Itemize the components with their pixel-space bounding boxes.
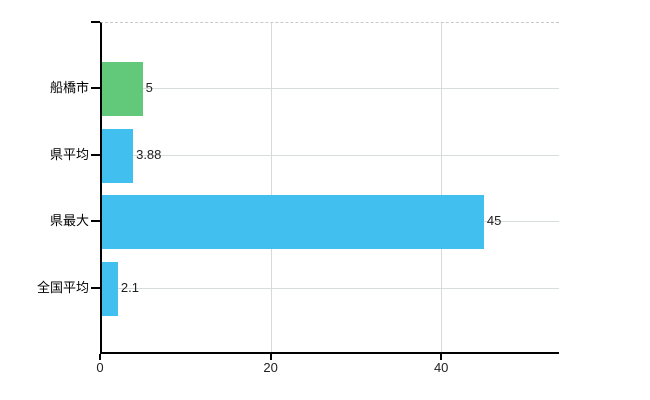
x-axis-tick: [99, 354, 101, 360]
bar-value-label: 45: [486, 213, 502, 229]
y-axis-tick: [91, 220, 100, 223]
x-axis-tick: [269, 354, 272, 360]
y-category-label: 全国平均: [36, 279, 89, 295]
bar-value-label: 5: [145, 80, 153, 96]
y-axis-tick: [91, 87, 100, 90]
x-axis-tick: [440, 354, 443, 360]
y-axis-top-tick: [91, 21, 100, 23]
bar-value-label: 3.88: [136, 146, 162, 162]
x-tick-label: 0: [96, 360, 104, 375]
row-gridline: [102, 88, 559, 90]
y-category-label: 船橋市: [49, 80, 89, 96]
x-gridline: [441, 23, 443, 352]
y-category-label: 県最大: [49, 213, 89, 229]
bar-value-label: 2.1: [120, 279, 139, 295]
row-gridline: [102, 287, 559, 289]
bar-船橋市: [102, 62, 143, 117]
x-tick-label: 40: [433, 360, 449, 375]
bar-全国平均: [102, 261, 118, 316]
y-axis-tick: [91, 286, 100, 289]
row-gridline: [102, 154, 559, 156]
plot-area: 5 3.88 45 2.1: [100, 22, 559, 354]
x-tick-label: 20: [263, 360, 278, 375]
y-axis-tick: [91, 153, 100, 156]
bar-県平均: [102, 128, 134, 183]
x-gridline: [270, 23, 272, 352]
y-category-label: 県平均: [49, 146, 89, 162]
bar-県最大: [102, 195, 484, 250]
